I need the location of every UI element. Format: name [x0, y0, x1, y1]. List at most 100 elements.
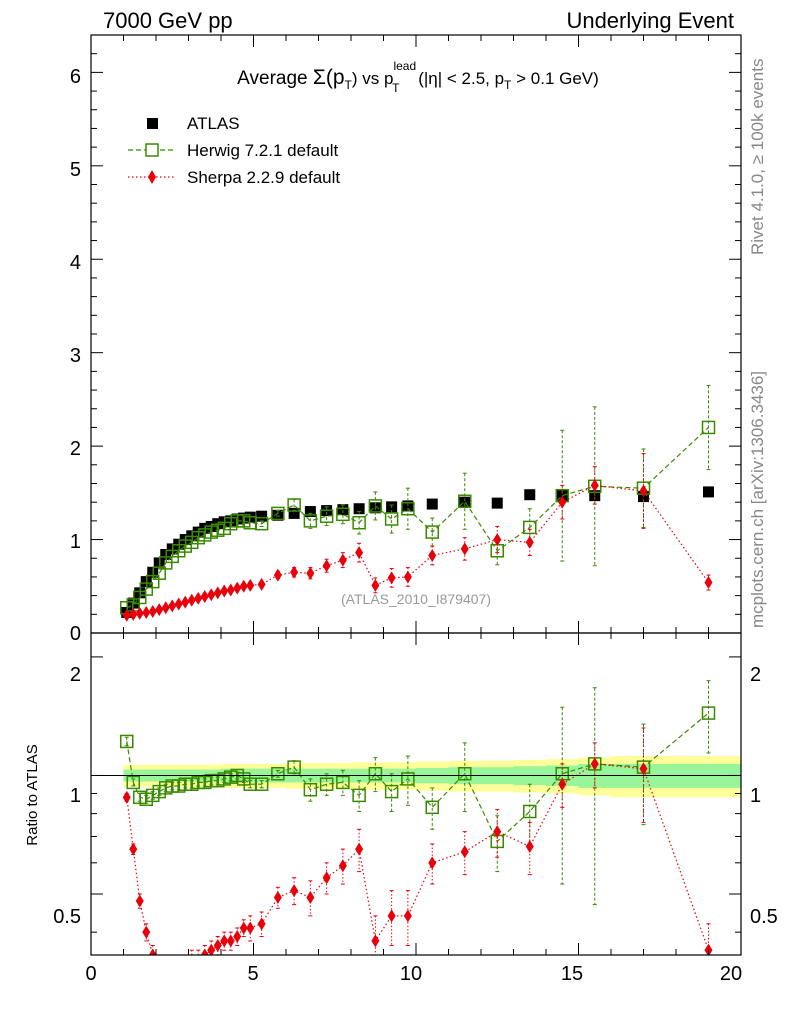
ratio-sherpa-point — [590, 757, 599, 771]
ratio-sherpa-point — [142, 925, 151, 939]
main-sherpa-point — [639, 484, 648, 498]
main-sherpa-point — [174, 597, 183, 611]
y-tick-label-0: 0 — [70, 623, 81, 645]
ratio-sherpa-point — [273, 890, 282, 904]
main-sherpa-point — [148, 605, 157, 619]
main-sherpa-point — [226, 583, 235, 597]
ratio-sherpa-point — [525, 840, 534, 854]
y-tick-label-4: 4 — [70, 252, 81, 274]
main-sherpa-point — [590, 478, 599, 492]
ratio-herwig-point — [401, 772, 415, 786]
main-sherpa-point — [460, 542, 469, 556]
main-atlas-point — [272, 509, 284, 521]
ratio-herwig-point — [271, 766, 285, 781]
main-sherpa-point — [246, 578, 255, 592]
main-sherpa-point — [257, 577, 266, 591]
ratio-herwig-point — [368, 766, 383, 781]
main-sherpa-point — [239, 579, 248, 593]
ratio-sherpa-point — [168, 964, 176, 977]
analysis-tag: (ATLAS_2010_I879407) — [341, 591, 491, 607]
ratio-sherpa-point — [246, 921, 255, 935]
ratio-sherpa-point — [371, 934, 380, 948]
ratio-herwig-point — [319, 777, 334, 791]
ratio-sherpa-point — [290, 884, 299, 898]
main-sherpa-point — [371, 578, 380, 592]
ratio-sherpa-point — [428, 856, 437, 870]
legend-label-atlas: ATLAS — [187, 114, 240, 133]
main-atlas-point — [353, 503, 365, 515]
main-sherpa-point — [213, 586, 222, 600]
main-sherpa-point — [129, 607, 138, 621]
main-herwig-point — [701, 420, 716, 435]
ratio-sherpa-point — [162, 964, 170, 977]
legend-label-sherpa: Sherpa 2.2.9 default — [187, 168, 340, 187]
main-herwig-line — [126, 426, 709, 609]
ratio-sherpa-point — [129, 842, 138, 856]
ratio-herwig-point — [126, 775, 140, 790]
ratio-y-tick-label-right-2: 2 — [750, 664, 761, 686]
main-herwig-point — [319, 509, 334, 523]
main-herwig-point — [336, 507, 350, 522]
ratio-sherpa-point — [233, 929, 242, 943]
ratio-sherpa-point — [148, 948, 157, 955]
ratio-y-tick-label-0.5: 0.5 — [53, 906, 81, 928]
main-panel-series — [120, 384, 716, 622]
x-tick-label-10: 10 — [400, 963, 422, 985]
main-herwig-point — [384, 512, 399, 526]
main-sherpa-point — [207, 588, 216, 602]
main-sherpa-point — [122, 608, 131, 622]
ratio-sherpa-point — [322, 871, 331, 885]
legend: ATLAS Herwig 7.2.1 default Sherpa 2.2.9 … — [128, 114, 340, 187]
x-tick-label-20: 20 — [720, 963, 742, 985]
ratio-herwig-point — [458, 766, 472, 781]
ratio-sherpa-point — [122, 790, 131, 804]
ratio-sherpa-point — [155, 959, 163, 972]
main-herwig-point — [271, 506, 285, 521]
main-sherpa-point — [161, 601, 170, 615]
main-herwig-point — [254, 516, 269, 531]
main-sherpa-point — [290, 565, 299, 579]
ratio-herwig-point — [701, 706, 716, 720]
chart-title: Average Σ(pT) vs plead T (|η| < 2.5, pT >… — [237, 59, 599, 95]
main-atlas-point — [524, 489, 536, 501]
ratio-herwig-point — [523, 804, 537, 819]
header-process-label: Underlying Event — [566, 8, 734, 33]
ratio-sherpa-point — [220, 934, 229, 948]
ratio-sherpa-point — [207, 943, 216, 955]
main-sherpa-point — [155, 603, 164, 617]
ratio-y-tick-label-right-1: 1 — [750, 785, 761, 807]
ratio-y-tick-label-1: 1 — [70, 785, 81, 807]
ratio-sherpa-point — [181, 959, 189, 972]
mcplots-label: mcplots.cern.ch [arXiv:1306.3436] — [748, 370, 767, 628]
legend-label-herwig: Herwig 7.2.1 default — [187, 141, 338, 160]
main-herwig-point — [425, 525, 439, 539]
main-sherpa-point — [194, 591, 203, 605]
ratio-sherpa-point — [558, 777, 567, 791]
main-sherpa-point — [273, 568, 282, 582]
ratio-y-tick-label-2: 2 — [70, 664, 81, 686]
ratio-sherpa-point — [460, 845, 469, 859]
main-sherpa-point — [525, 535, 534, 549]
ratio-sherpa-point — [200, 948, 209, 955]
main-sherpa-point — [428, 548, 437, 562]
main-sherpa-point — [142, 605, 151, 619]
ratio-sherpa-point — [387, 909, 396, 923]
main-herwig-point — [368, 499, 383, 513]
ratio-herwig-point — [352, 788, 366, 803]
y-tick-label-6: 6 — [70, 66, 81, 88]
main-atlas-point — [491, 497, 503, 509]
axis-ticks — [90, 34, 742, 955]
main-atlas-point — [337, 504, 349, 516]
ratio-herwig-point — [287, 760, 301, 774]
main-atlas-point — [426, 498, 438, 510]
ratio-sherpa-point — [135, 894, 144, 908]
ratio-herwig-point — [254, 777, 269, 791]
ratio-sherpa-point — [213, 938, 222, 952]
main-sherpa-point — [200, 590, 209, 604]
ratio-sherpa-point — [239, 921, 248, 935]
legend-marker-sherpa — [148, 170, 156, 184]
main-atlas-point — [256, 510, 268, 522]
x-tick-label-15: 15 — [561, 963, 583, 985]
legend-entry-sherpa: Sherpa 2.2.9 default — [128, 168, 340, 187]
